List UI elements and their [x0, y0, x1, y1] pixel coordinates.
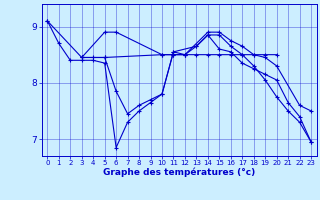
X-axis label: Graphe des températures (°c): Graphe des températures (°c): [103, 168, 255, 177]
